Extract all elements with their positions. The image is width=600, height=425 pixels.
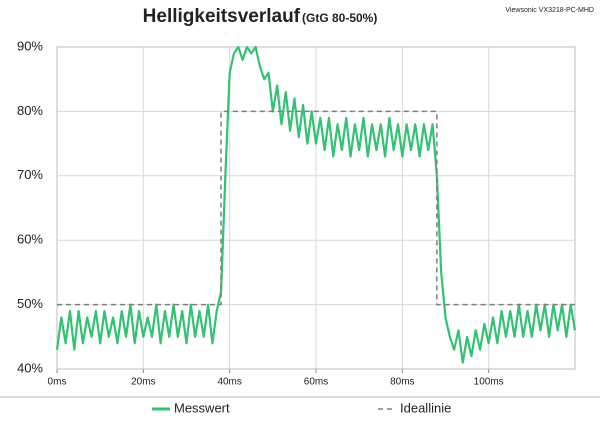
series-line bbox=[57, 110, 575, 306]
x-tick-label: 40ms bbox=[217, 377, 241, 388]
annotation: Viewsonic VX3218-PC-MHD bbox=[505, 7, 594, 14]
y-tick-label: 90% bbox=[17, 38, 43, 53]
x-tick-label: 60ms bbox=[304, 377, 328, 388]
chart-title: Helligkeitsverlauf bbox=[143, 6, 301, 27]
x-tick-label: 20ms bbox=[131, 377, 155, 388]
x-tick-label: 80ms bbox=[390, 377, 414, 388]
y-tick-label: 80% bbox=[17, 103, 43, 118]
plot-border bbox=[56, 46, 576, 370]
y-tick-label: 70% bbox=[17, 167, 43, 182]
y-tick-label: 40% bbox=[17, 360, 43, 375]
x-tick-label: 100ms bbox=[474, 377, 504, 388]
chart-subtitle: (GtG 80-50%) bbox=[302, 11, 377, 25]
y-tick-label: 50% bbox=[17, 296, 43, 311]
series-line bbox=[55, 45, 577, 364]
y-tick-label: 60% bbox=[17, 232, 43, 247]
legend-label: Messwert bbox=[174, 400, 230, 415]
legend-label: Ideallinie bbox=[400, 400, 451, 415]
x-tick-label: 0ms bbox=[48, 377, 67, 388]
